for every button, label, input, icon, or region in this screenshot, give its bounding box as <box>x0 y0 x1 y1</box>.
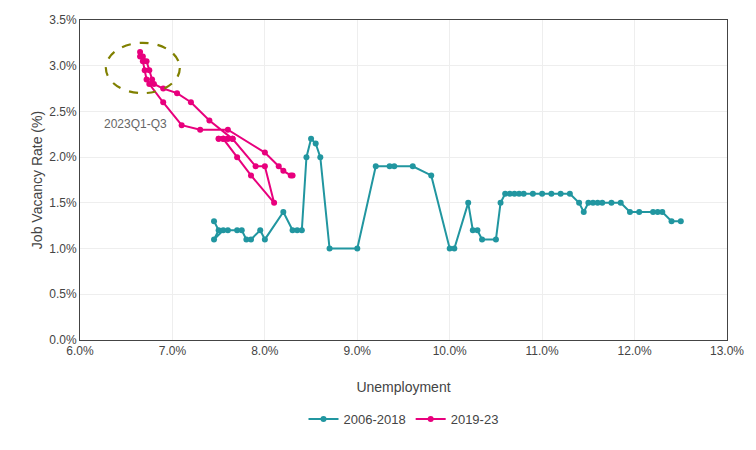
svg-text:3.5%: 3.5% <box>49 13 77 27</box>
svg-text:7.0%: 7.0% <box>159 344 187 358</box>
svg-text:9.0%: 9.0% <box>344 344 372 358</box>
svg-text:1.5%: 1.5% <box>49 196 77 210</box>
svg-text:1.0%: 1.0% <box>49 242 77 256</box>
svg-text:8.0%: 8.0% <box>251 344 279 358</box>
svg-text:11.0%: 11.0% <box>526 344 559 358</box>
svg-text:13.0%: 13.0% <box>710 344 744 358</box>
svg-text:12.0%: 12.0% <box>618 344 652 358</box>
svg-text:Unemployment: Unemployment <box>356 379 450 395</box>
svg-text:6.0%: 6.0% <box>66 344 94 358</box>
svg-text:0.5%: 0.5% <box>49 287 77 301</box>
svg-text:2023Q1-Q3: 2023Q1-Q3 <box>104 117 167 131</box>
svg-text:2.0%: 2.0% <box>49 150 77 164</box>
svg-text:Job Vacancy Rate (%): Job Vacancy Rate (%) <box>29 111 45 249</box>
svg-text:3.0%: 3.0% <box>49 59 77 73</box>
svg-text:2006-2018: 2006-2018 <box>344 412 406 427</box>
svg-text:0.0%: 0.0% <box>49 333 77 347</box>
svg-text:2.5%: 2.5% <box>49 105 77 119</box>
svg-text:10.0%: 10.0% <box>433 344 467 358</box>
svg-text:2019-23: 2019-23 <box>451 412 499 427</box>
